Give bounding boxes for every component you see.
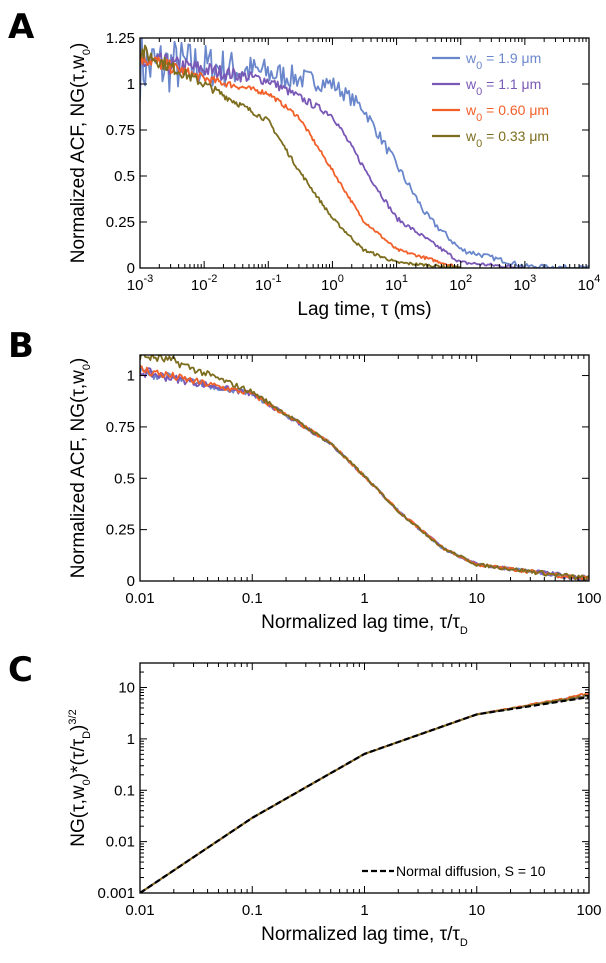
x-tick-label: 10 [468, 902, 485, 919]
y-tick-label: 0.001 [97, 885, 135, 902]
y-tick-label: 0.5 [114, 470, 135, 487]
panel-letter: B [8, 326, 34, 366]
series-group [140, 692, 589, 893]
plot-frame [139, 37, 590, 269]
x-tick-label: 0.01 [125, 590, 154, 607]
legend-label: w0 = 1.9 μm [465, 50, 541, 72]
y-tick-label: 0.25 [106, 522, 135, 539]
x-axis-label: Normalized lag time, τ/τD [261, 612, 468, 637]
x-tick-label: 1 [360, 902, 368, 919]
panel-a: A 10-3 10-2 10-1 100 101 102 103 104 0 0.25 0.5 0.75… [8, 7, 600, 320]
panel-b: B 0.01 0.1 1 10 100 0 0.25 0.5 0.75 1 Normalized la… [8, 326, 602, 637]
y-tick-label: 0 [127, 260, 135, 277]
y-tick-label: 1 [127, 731, 135, 748]
panel-c: C0.01 0.1 1 10 1000.0010.010.1110Normalized … [8, 650, 602, 949]
y-axis-label: Normalized ACF, NG(τ,w0) [68, 358, 93, 579]
x-tick-label: 104 [578, 273, 601, 294]
y-tick-label: 0.75 [106, 419, 135, 436]
series-group [140, 38, 589, 268]
series-line-4 [140, 355, 589, 581]
x-axis-label: Lag time, τ (ms) [297, 299, 431, 320]
x-tick-label: 100 [576, 902, 601, 919]
x-tick-label: 10-2 [191, 273, 217, 294]
y-tick-label: 1.25 [106, 30, 135, 47]
y-axis-label: NG(τ,w0)*(τ/τD)3/2 [67, 709, 93, 846]
y-tick-label: 0 [127, 573, 135, 590]
series-line-1 [140, 38, 589, 268]
x-tick-label: 101 [385, 273, 408, 294]
legend-label: Normal diffusion, S = 10 [396, 863, 546, 879]
legend-label: w0 = 0.33 μm [465, 128, 549, 150]
y-tick-label: 1 [127, 76, 135, 93]
x-tick-label: 100 [576, 590, 601, 607]
x-tick-label: 103 [513, 273, 536, 294]
x-axis-label: Normalized lag time, τ/τD [261, 924, 468, 949]
panel-letter: A [8, 7, 35, 47]
legend: Normal diffusion, S = 10 [362, 863, 546, 879]
x-tick-label: 102 [449, 273, 472, 294]
plot-frame [139, 354, 590, 582]
legend-label: w0 = 0.60 μm [465, 102, 549, 124]
y-tick-label: 0.01 [106, 834, 135, 851]
series-line-3 [140, 50, 461, 268]
y-tick-label: 0.75 [106, 122, 135, 139]
x-tick-label: 10 [468, 590, 485, 607]
x-tick-label: 1 [360, 590, 368, 607]
plot-frame [139, 662, 590, 894]
y-tick-label: 1 [127, 368, 135, 385]
series-line-1 [140, 366, 589, 581]
y-tick-label: 10 [118, 680, 135, 697]
y-axis-label: Normalized ACF, NG(τ,w0) [68, 43, 93, 264]
x-tick-label: 0.1 [242, 902, 263, 919]
series-line-3 [140, 365, 589, 581]
x-tick-label: 100 [321, 273, 344, 294]
legend: w0 = 1.9 μm w0 = 1.1 μm w0 = 0.60 μm w0 = 0… [432, 50, 549, 150]
series-group [140, 355, 589, 581]
x-tick-label: 10-1 [255, 273, 281, 294]
y-tick-label: 0.5 [114, 168, 135, 185]
series-line-5 [140, 696, 589, 893]
y-tick-label: 0.25 [106, 214, 135, 231]
panel-letter: C [8, 650, 33, 690]
x-tick-label: 0.01 [125, 902, 154, 919]
x-tick-label: 0.1 [242, 590, 263, 607]
x-tick-label: 10-3 [127, 273, 153, 294]
y-tick-label: 0.1 [114, 782, 135, 799]
series-line-4 [140, 44, 462, 268]
legend-label: w0 = 1.1 μm [465, 76, 541, 98]
